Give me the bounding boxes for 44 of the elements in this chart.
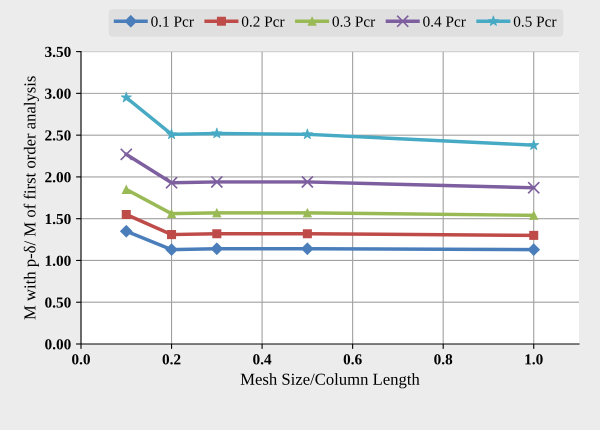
point xyxy=(122,210,131,220)
y-tick-label: 0.00 xyxy=(45,339,71,350)
x-tick-label: 0.6 xyxy=(344,354,362,365)
legend-label: 0.3 Pcr xyxy=(332,16,376,27)
legend-label: 0.2 Pcr xyxy=(242,16,284,27)
point xyxy=(167,209,176,218)
y-tick-label: 3.00 xyxy=(45,88,71,99)
point xyxy=(210,176,224,188)
point xyxy=(528,139,540,150)
point xyxy=(122,184,131,194)
point xyxy=(211,128,222,138)
y-tick-label: 1.50 xyxy=(46,214,71,224)
x-tick-label: 0.8 xyxy=(434,354,452,365)
x-tick-label: 0.4 xyxy=(253,354,272,365)
point xyxy=(302,208,312,218)
point xyxy=(529,210,538,220)
y-tick-label: 1.00 xyxy=(46,256,71,266)
point xyxy=(527,181,540,194)
point xyxy=(167,230,176,240)
point xyxy=(120,92,132,102)
legend-label: 0.5 Pcr xyxy=(514,16,556,27)
y-tick-label: 2.00 xyxy=(45,172,71,182)
point xyxy=(120,224,133,238)
y-tick-label: 2.50 xyxy=(45,130,71,141)
point xyxy=(300,176,314,188)
point xyxy=(165,243,178,256)
x-tick-label: 0.0 xyxy=(72,354,90,365)
point xyxy=(165,176,178,190)
point xyxy=(302,229,312,238)
point xyxy=(166,128,178,140)
point xyxy=(302,128,313,140)
y-tick-label: 0.50 xyxy=(45,297,71,308)
x-tick-label: 1.0 xyxy=(525,354,543,365)
point xyxy=(120,148,133,161)
legend-label: 0.4 Pcr xyxy=(423,16,466,27)
point xyxy=(527,243,540,256)
y-axis-title: M with p-δ/ M of first order analysis xyxy=(24,76,39,320)
x-axis-title: Mesh Size/Column Length xyxy=(240,373,420,388)
y-tick-label: 3.50 xyxy=(45,46,71,58)
point xyxy=(212,208,222,218)
point xyxy=(212,229,222,238)
legend-label: 0.1 Pcr xyxy=(151,16,194,27)
point xyxy=(529,230,538,240)
x-tick-label: 0.2 xyxy=(162,354,180,365)
